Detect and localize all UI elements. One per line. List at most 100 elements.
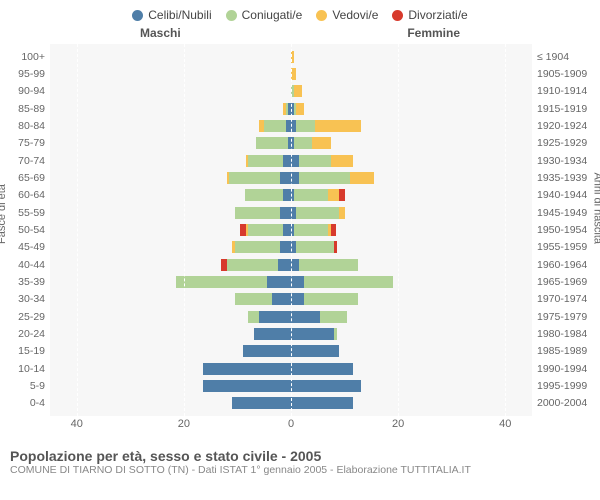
legend-swatch [316,10,327,21]
birth-label: 1925-1929 [534,135,600,152]
birth-label: 2000-2004 [534,395,600,412]
segment [248,155,283,167]
female-bar [291,155,532,167]
birth-label: 1945-1949 [534,204,600,221]
age-label: 95-99 [0,65,48,82]
segment [291,172,299,184]
female-bar [291,85,532,97]
segment [296,241,333,253]
segment [304,276,392,288]
male-bar [50,397,291,409]
segment [248,311,259,323]
female-label: Femmine [407,26,460,40]
legend-item: Vedovi/e [316,8,378,22]
x-ticks: 402002040 [50,418,532,432]
center-line [291,44,292,416]
segment [299,172,350,184]
female-bar [291,120,532,132]
segment [203,363,291,375]
segment [328,189,339,201]
segment [320,311,347,323]
age-label: 5-9 [0,377,48,394]
birth-label: 1905-1909 [534,65,600,82]
birth-label: 1975-1979 [534,308,600,325]
segment [232,397,291,409]
age-label: 100+ [0,48,48,65]
gridline [505,44,506,416]
age-label: 10-14 [0,360,48,377]
birth-label: 1940-1944 [534,187,600,204]
plot-area [50,44,532,416]
segment [291,155,299,167]
male-bar [50,189,291,201]
female-bar [291,189,532,201]
segment [248,224,283,236]
male-bar [50,224,291,236]
birth-labels: ≤ 19041905-19091910-19141915-19191920-19… [534,48,600,412]
segment [291,345,339,357]
chart-area: 100+95-9990-9485-8980-8475-7970-7465-696… [0,44,600,444]
axis-title-right: Anni di nascita [592,172,600,244]
segment [339,189,344,201]
segment [350,172,374,184]
birth-label: 1965-1969 [534,273,600,290]
female-bar [291,397,532,409]
x-tick: 40 [71,418,83,430]
pyramid-chart: Celibi/NubiliConiugati/eVedovi/eDivorzia… [0,0,600,500]
female-bar [291,311,532,323]
age-label: 70-74 [0,152,48,169]
legend-label: Vedovi/e [332,8,378,22]
segment [280,172,291,184]
female-bar [291,207,532,219]
male-bar [50,380,291,392]
segment [254,328,291,340]
gender-labels: Maschi Femmine [0,26,600,44]
male-bar [50,120,291,132]
segment [331,224,336,236]
age-label: 75-79 [0,135,48,152]
male-bar [50,155,291,167]
legend: Celibi/NubiliConiugati/eVedovi/eDivorzia… [0,0,600,26]
legend-label: Celibi/Nubili [148,8,211,22]
segment [312,137,331,149]
segment [291,259,299,271]
segment [203,380,291,392]
female-bar [291,103,532,115]
segment [291,276,304,288]
segment [294,137,313,149]
male-bar [50,311,291,323]
segment [315,120,361,132]
age-label: 15-19 [0,343,48,360]
segment [283,224,291,236]
male-bar [50,276,291,288]
segment [291,363,353,375]
segment [291,328,334,340]
age-label: 30-34 [0,291,48,308]
segment [296,103,304,115]
male-bar [50,328,291,340]
segment [334,328,337,340]
segment [339,207,344,219]
x-tick: 0 [288,418,294,430]
segment [294,224,329,236]
birth-label: 1910-1914 [534,83,600,100]
segment [296,207,339,219]
age-label: 0-4 [0,395,48,412]
segment [291,380,361,392]
birth-label: 1935-1939 [534,169,600,186]
female-bar [291,241,532,253]
male-bar [50,345,291,357]
female-bar [291,68,532,80]
gridline [77,44,78,416]
age-label: 20-24 [0,325,48,342]
segment [176,276,267,288]
female-bar [291,345,532,357]
segment [334,241,337,253]
gridline [398,44,399,416]
segment [227,259,278,271]
segment [331,155,352,167]
age-label: 40-44 [0,256,48,273]
female-bar [291,51,532,63]
segment [291,311,320,323]
female-bar [291,363,532,375]
